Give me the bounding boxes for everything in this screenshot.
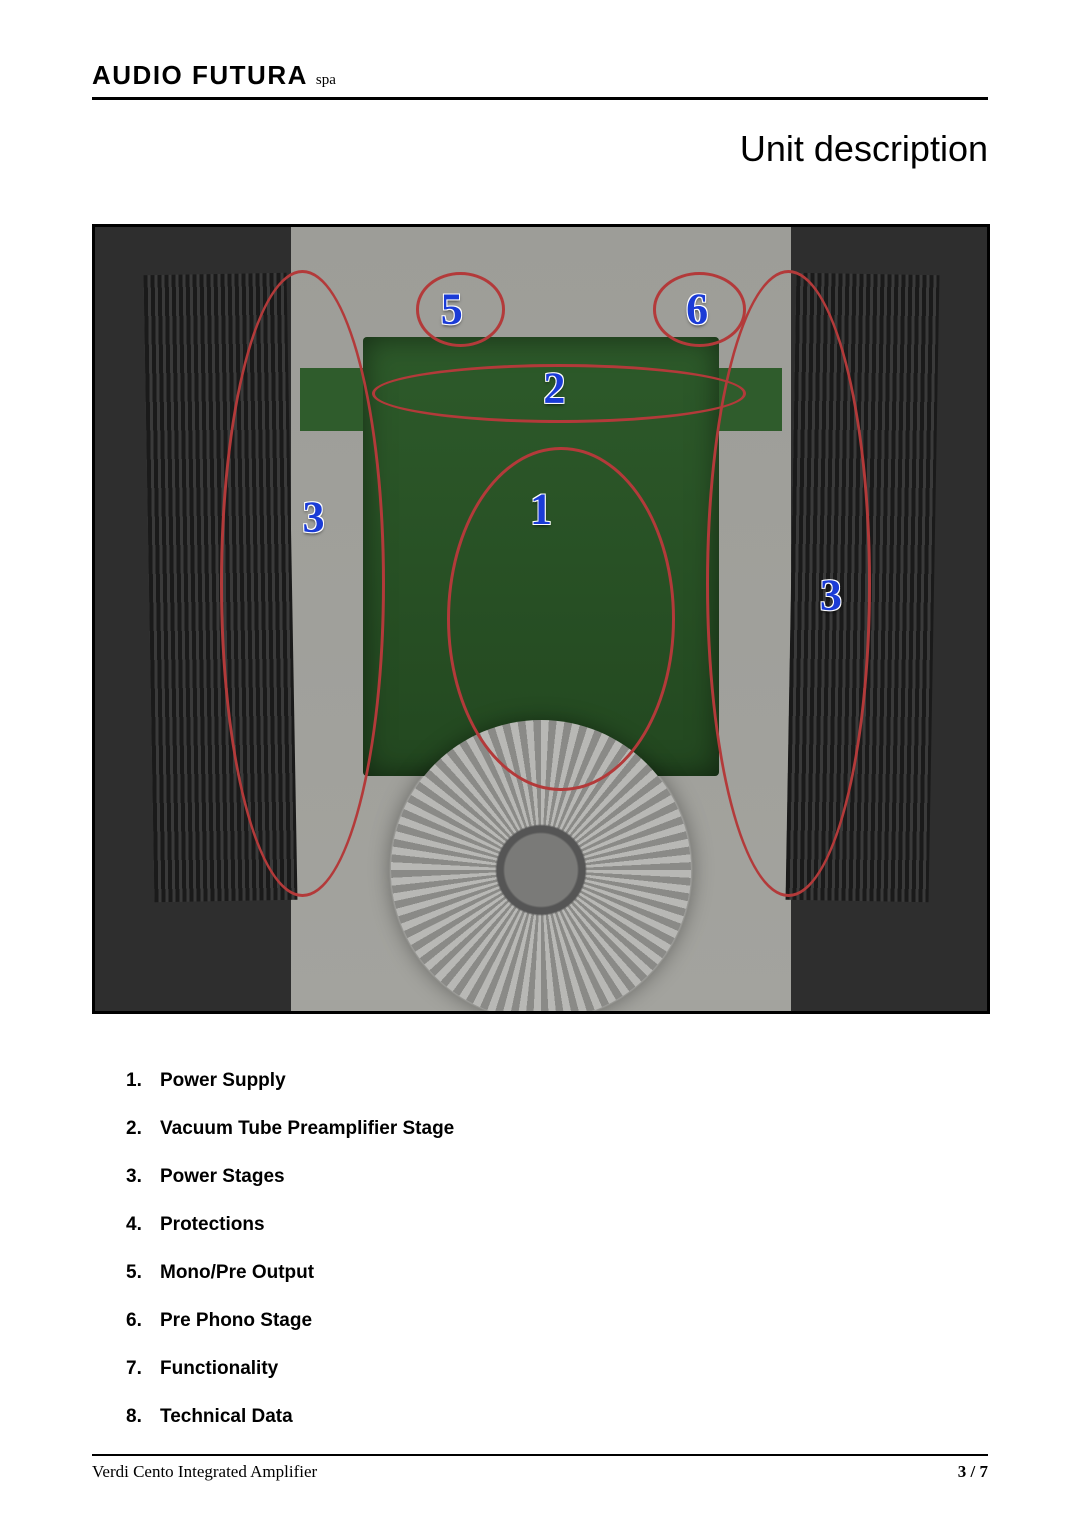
section-list-item: Functionality [126,1358,988,1380]
section-list-item: Power Stages [126,1166,988,1188]
heatsink-left [143,273,297,903]
section-list-item: Mono/Pre Output [126,1262,988,1284]
section-list-item: Vacuum Tube Preamplifier Stage [126,1118,988,1140]
section-list-item: Protections [126,1214,988,1236]
toroidal-transformer [391,720,691,1014]
footer-page-number: 3 / 7 [958,1462,988,1482]
section-list-item: Power Supply [126,1070,988,1092]
section-list-item: Technical Data [126,1406,988,1428]
callout-number: 3 [303,492,325,543]
callout-number: 6 [686,284,708,335]
unit-internal-figure: 1 2 3 3 5 6 [92,224,990,1014]
section-list: Power Supply Vacuum Tube Preamplifier Sta… [126,1070,988,1428]
brand-name: AUDIO FUTURA [92,60,308,91]
document-header: AUDIO FUTURA spa [92,60,988,100]
page-footer: Verdi Cento Integrated Amplifier 3 / 7 [92,1454,988,1482]
footer-doc-title: Verdi Cento Integrated Amplifier [92,1462,317,1482]
section-list-item: Pre Phono Stage [126,1310,988,1332]
page-title: Unit description [92,128,988,170]
callout-number: 5 [441,284,463,335]
brand-suffix: spa [316,72,336,89]
pcb-main [363,337,720,776]
callout-number: 1 [530,484,552,535]
callout-number: 3 [820,570,842,621]
callout-number: 2 [543,362,565,413]
heatsink-right [785,273,939,903]
